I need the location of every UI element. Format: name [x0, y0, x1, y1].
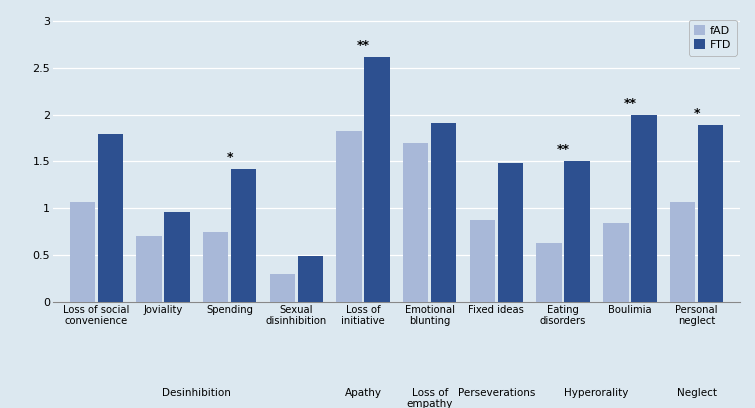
Bar	[470, 220, 495, 302]
Bar	[631, 115, 657, 302]
Bar	[297, 256, 323, 302]
Bar	[431, 123, 457, 302]
Text: Perseverations: Perseverations	[458, 388, 535, 398]
Bar	[203, 232, 228, 302]
Bar	[365, 57, 390, 302]
Legend: fAD, FTD: fAD, FTD	[689, 20, 737, 55]
Bar	[336, 131, 362, 302]
Bar	[231, 169, 256, 302]
Bar	[97, 134, 123, 302]
Bar	[69, 202, 95, 302]
Text: Loss of
empathy: Loss of empathy	[406, 388, 453, 408]
Bar	[270, 274, 295, 302]
Text: **: **	[624, 97, 636, 110]
Bar	[603, 223, 628, 302]
Text: *: *	[693, 107, 700, 120]
Bar	[136, 236, 162, 302]
Bar	[670, 202, 695, 302]
Text: *: *	[226, 151, 233, 164]
Text: Apathy: Apathy	[344, 388, 381, 398]
Bar	[498, 163, 523, 302]
Text: Hyperorality: Hyperorality	[564, 388, 629, 398]
Text: Neglect: Neglect	[676, 388, 716, 398]
Bar	[403, 143, 428, 302]
Bar	[537, 243, 562, 302]
Bar	[698, 125, 723, 302]
Text: **: **	[556, 143, 569, 156]
Text: **: **	[356, 39, 369, 52]
Bar	[565, 160, 590, 302]
Bar	[165, 212, 190, 302]
Text: Desinhibition: Desinhibition	[162, 388, 231, 398]
